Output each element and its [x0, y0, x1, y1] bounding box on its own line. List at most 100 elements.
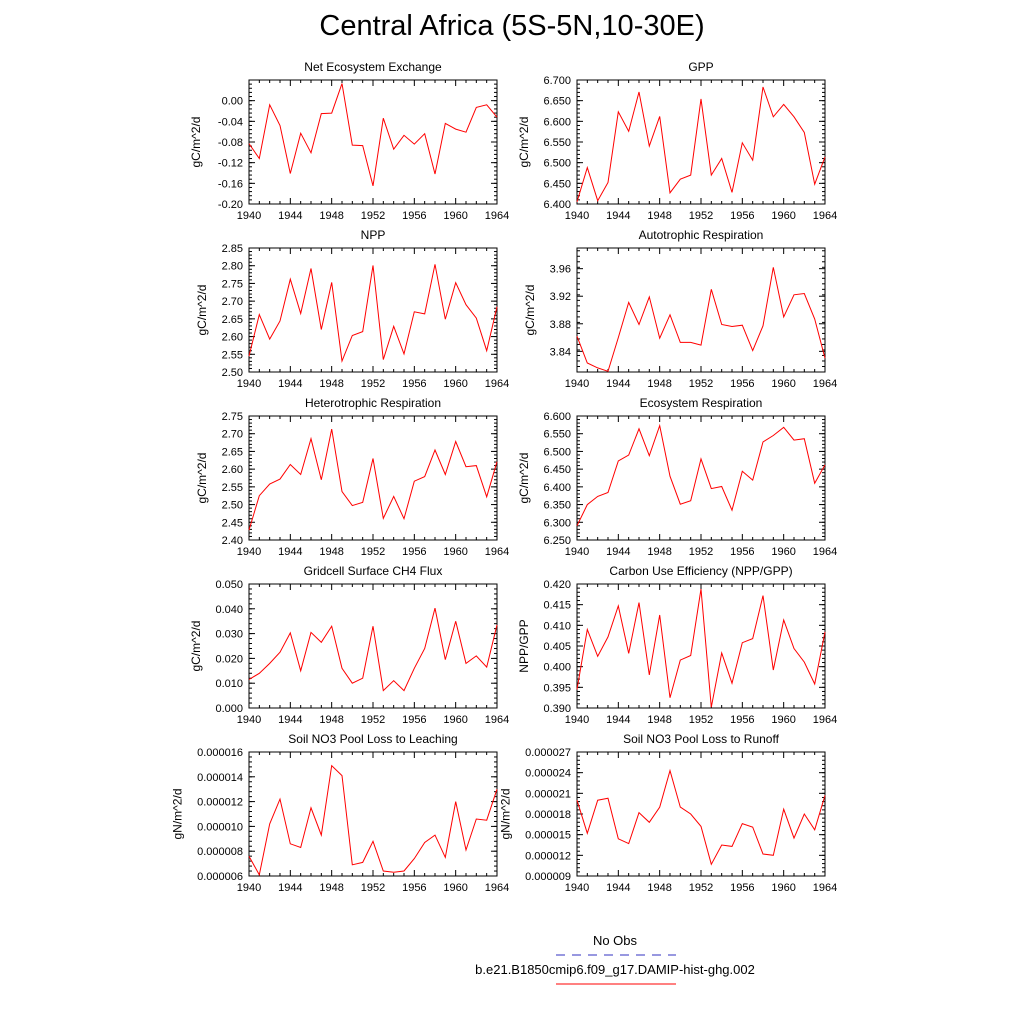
y-tick-label: 2.75 — [222, 278, 243, 290]
series-line — [248, 428, 498, 531]
y-tick-label: 0.000012 — [197, 797, 243, 809]
y-tick-label: 6.400 — [543, 482, 571, 494]
y-tick-label: 0.000009 — [525, 871, 571, 883]
chart-title: Autotrophic Respiration — [639, 228, 764, 242]
y-tick-label: 3.88 — [550, 319, 571, 331]
y-tick-label: 0.410 — [543, 620, 571, 632]
x-tick-label: 1948 — [319, 546, 343, 558]
chart-title: NPP — [361, 228, 386, 242]
y-tick-label: 2.85 — [222, 243, 243, 255]
y-tick-label: 0.400 — [543, 662, 571, 674]
x-tick-label: 1964 — [813, 210, 837, 222]
x-tick-label: 1948 — [647, 546, 671, 558]
y-tick-label: 6.250 — [543, 535, 571, 547]
x-tick-label: 1952 — [361, 210, 385, 222]
y-axis-label: NPP/GPP — [517, 619, 531, 672]
x-tick-label: 1940 — [565, 378, 589, 390]
y-tick-label: 2.80 — [222, 261, 243, 273]
y-tick-label: 6.450 — [543, 464, 571, 476]
series-line — [576, 86, 826, 203]
series-line — [248, 764, 498, 877]
chart-panel-6: 1940 1944 1948 1952 1956 1960 1964 6.600 6.550 6.… — [517, 396, 837, 558]
y-tick-label: -0.08 — [218, 137, 243, 149]
x-tick-label: 1964 — [485, 882, 509, 894]
x-tick-label: 1944 — [278, 714, 302, 726]
x-tick-label: 1964 — [485, 714, 509, 726]
y-tick-label: 6.400 — [543, 199, 571, 211]
y-tick-label: 0.000016 — [197, 747, 243, 759]
y-tick-label: 0.405 — [543, 641, 571, 653]
chart-panel-1: 1940 1944 1948 1952 1956 1960 1964 0.00 -0.04 -0.… — [189, 60, 509, 222]
x-tick-label: 1956 — [402, 378, 426, 390]
y-tick-label: 0.390 — [543, 703, 571, 715]
y-tick-label: -0.16 — [218, 178, 243, 190]
y-tick-label: 0.000027 — [525, 747, 571, 759]
x-tick-label: 1940 — [565, 210, 589, 222]
y-tick-label: 0.000018 — [525, 809, 571, 821]
y-tick-label: 2.60 — [222, 464, 243, 476]
y-tick-label: 6.650 — [543, 96, 571, 108]
chart-title: Gridcell Surface CH4 Flux — [304, 564, 443, 578]
x-tick-label: 1956 — [402, 882, 426, 894]
x-tick-label: 1944 — [278, 882, 302, 894]
chart-title: Carbon Use Efficiency (NPP/GPP) — [609, 564, 792, 578]
y-tick-label: 0.030 — [215, 629, 243, 641]
main-title: Central Africa (5S-5N,10-30E) — [319, 10, 705, 42]
x-tick-label: 1960 — [443, 882, 467, 894]
chart-title: GPP — [688, 60, 713, 74]
y-tick-label: 3.84 — [550, 346, 571, 358]
x-tick-label: 1964 — [485, 378, 509, 390]
series-line — [248, 83, 498, 187]
plot-frame — [576, 247, 826, 373]
y-tick-label: -0.12 — [218, 158, 243, 170]
y-tick-label: 0.000021 — [525, 788, 571, 800]
chart-title: Ecosystem Respiration — [640, 396, 763, 410]
y-tick-label: 2.70 — [222, 429, 243, 441]
y-tick-label: 2.60 — [222, 332, 243, 344]
x-tick-label: 1960 — [771, 378, 795, 390]
y-tick-label: 6.700 — [543, 75, 571, 87]
y-tick-label: 6.300 — [543, 517, 571, 529]
y-tick-label: 0.000006 — [197, 871, 243, 883]
x-tick-label: 1952 — [689, 882, 713, 894]
chart-panel-2: 1940 1944 1948 1952 1956 1960 1964 6.700 6.650 6.… — [517, 60, 837, 222]
chart-panel-4: 1940 1944 1948 1952 1956 1960 1964 3.96 3.92 3.88… — [523, 228, 837, 390]
y-axis-label: gC/m^2/d — [517, 117, 531, 168]
y-tick-label: 2.40 — [222, 535, 243, 547]
series-line — [248, 607, 498, 692]
x-tick-label: 1948 — [319, 378, 343, 390]
series-line — [576, 267, 826, 372]
x-tick-label: 1960 — [771, 714, 795, 726]
x-tick-label: 1940 — [565, 882, 589, 894]
y-tick-label: 0.050 — [215, 579, 243, 591]
y-tick-label: -0.04 — [218, 116, 243, 128]
y-tick-label: 0.040 — [215, 604, 243, 616]
x-tick-label: 1964 — [813, 882, 837, 894]
x-tick-label: 1940 — [237, 210, 261, 222]
x-tick-label: 1952 — [361, 882, 385, 894]
x-tick-label: 1940 — [565, 714, 589, 726]
y-tick-label: 0.000 — [215, 703, 243, 715]
y-tick-label: 0.395 — [543, 682, 571, 694]
x-tick-label: 1944 — [278, 210, 302, 222]
x-tick-label: 1944 — [606, 714, 630, 726]
y-tick-label: 0.000015 — [525, 830, 571, 842]
y-tick-label: 2.65 — [222, 314, 243, 326]
x-tick-label: 1956 — [402, 714, 426, 726]
y-tick-label: 0.000012 — [525, 850, 571, 862]
x-tick-label: 1948 — [647, 714, 671, 726]
x-tick-label: 1960 — [443, 210, 467, 222]
x-tick-label: 1952 — [361, 378, 385, 390]
chart-panel-9: 1940 1944 1948 1952 1956 1960 1964 0.000016 0.00… — [170, 732, 509, 894]
x-tick-label: 1956 — [730, 546, 754, 558]
plot-frame — [248, 415, 498, 541]
x-tick-label: 1960 — [771, 210, 795, 222]
x-tick-label: 1944 — [278, 546, 302, 558]
x-tick-label: 1960 — [443, 378, 467, 390]
x-tick-label: 1944 — [278, 378, 302, 390]
y-axis-label: gC/m^2/d — [517, 453, 531, 504]
y-tick-label: 2.50 — [222, 367, 243, 379]
y-tick-label: 6.550 — [543, 429, 571, 441]
y-tick-label: 0.415 — [543, 600, 571, 612]
